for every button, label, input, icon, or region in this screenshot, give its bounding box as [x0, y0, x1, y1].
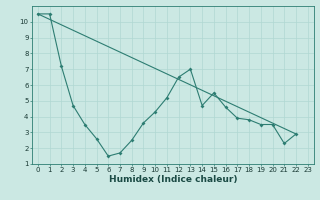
X-axis label: Humidex (Indice chaleur): Humidex (Indice chaleur)	[108, 175, 237, 184]
